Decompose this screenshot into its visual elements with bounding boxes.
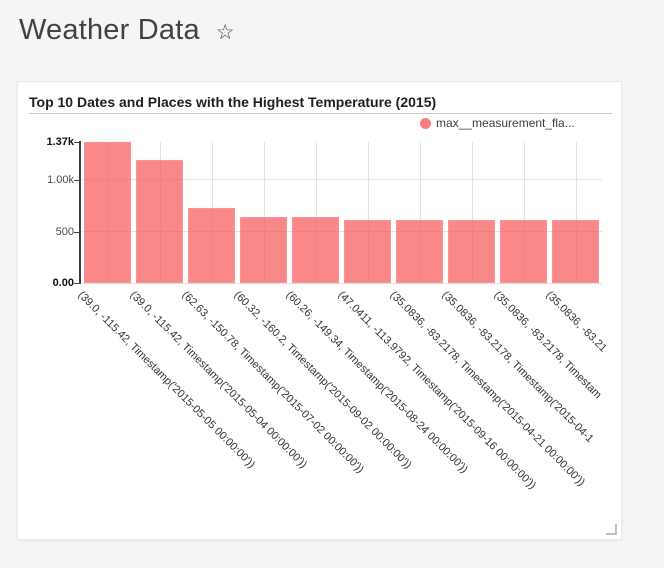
y-tick-mark (74, 180, 79, 182)
bar[interactable] (292, 217, 339, 283)
page-header: Weather Data ☆ (19, 14, 235, 47)
title-divider (29, 113, 612, 114)
x-tick-label: (47.0411, -113.9792, Timestamp('2015-09-… (335, 289, 539, 492)
plot-area (82, 142, 602, 284)
legend-item[interactable]: max__measurement_fla... (420, 116, 575, 130)
y-tick-mark (74, 231, 79, 233)
chart-title: Top 10 Dates and Places with the Highest… (29, 94, 437, 110)
x-gridline (316, 142, 317, 283)
favorite-star-icon[interactable]: ☆ (215, 21, 235, 44)
y-tick-label: 1.37k (46, 136, 74, 148)
bar[interactable] (240, 216, 287, 283)
bar[interactable] (344, 219, 391, 283)
x-gridline (264, 142, 265, 283)
y-tick-mark (74, 283, 79, 284)
x-tick-label: (35.0836, -83.2178, Timestamp('2015-04-2… (387, 289, 588, 489)
x-tick-label: (39.0, -115.42, Timestamp('2015-05-04 00… (127, 289, 310, 471)
chart-card: Top 10 Dates and Places with the Highest… (17, 81, 622, 540)
x-tick-label: (62.63, -150.78, Timestamp('2015-07-02 0… (179, 289, 367, 476)
x-tick-label: (60.32, -160.2, Timestamp('2015-09-02 00… (231, 289, 414, 472)
bar[interactable] (188, 207, 235, 283)
bar[interactable] (500, 220, 547, 283)
x-gridline (472, 142, 473, 283)
y-gridline (82, 230, 602, 232)
y-tick-label: 1.00k (47, 174, 74, 187)
legend-dot-icon (420, 117, 431, 129)
y-gridline (82, 179, 602, 181)
bar[interactable] (396, 220, 443, 283)
bar[interactable] (84, 142, 131, 283)
x-gridline (420, 142, 421, 283)
x-tick-label: (60.26, -149.34, Timestamp('2015-08-24 0… (283, 289, 471, 476)
page-title: Weather Data (19, 14, 200, 46)
y-tick-label: 500 (55, 225, 74, 238)
bar[interactable] (448, 220, 495, 283)
y-tick-label: 0.00 (52, 277, 74, 289)
resize-handle-icon[interactable] (606, 524, 617, 535)
x-tick-label: (35.0836, -83.2178, Timestam (491, 289, 604, 402)
bar[interactable] (552, 220, 599, 283)
x-gridline (368, 142, 369, 283)
x-gridline (524, 142, 525, 283)
y-axis-line (79, 141, 81, 284)
x-axis-baseline (82, 283, 602, 284)
bar[interactable] (136, 159, 183, 283)
x-tick-label: (39.0, -115.42, Timestamp('2015-05-05 00… (75, 289, 258, 471)
x-gridline (576, 142, 577, 283)
y-tick-mark (74, 142, 79, 143)
legend-label: max__measurement_fla... (436, 116, 575, 130)
